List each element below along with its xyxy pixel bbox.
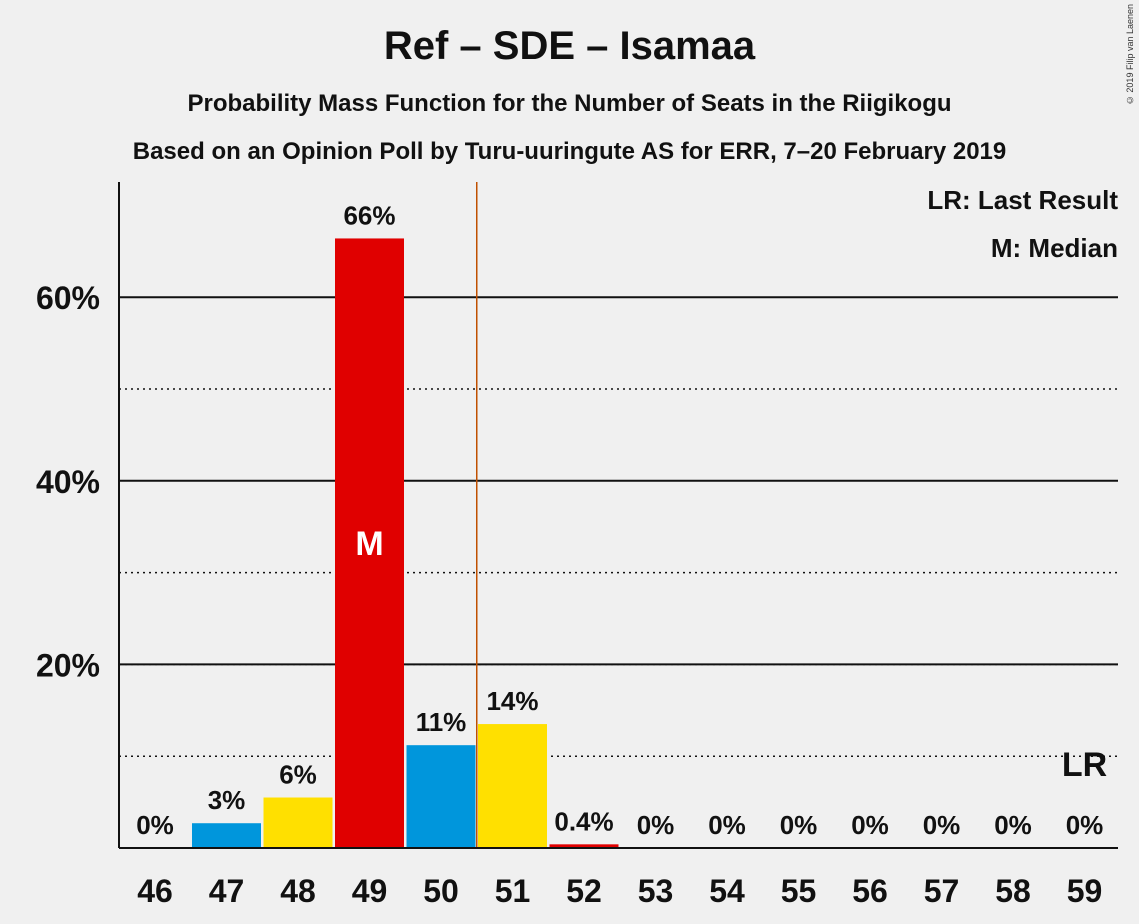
- data-label-53: 0%: [637, 810, 675, 840]
- x-tick-label: 59: [1067, 873, 1103, 909]
- data-label-52: 0.4%: [554, 806, 613, 836]
- y-tick-label: 60%: [36, 280, 100, 316]
- x-tick-label: 50: [423, 873, 459, 909]
- data-label-54: 0%: [708, 810, 746, 840]
- x-tick-label: 52: [566, 873, 602, 909]
- y-tick-label: 20%: [36, 647, 100, 683]
- data-label-46: 0%: [136, 810, 174, 840]
- last-result-marker: LR: [1062, 746, 1107, 784]
- x-tick-label: 58: [995, 873, 1031, 909]
- gridlines: [119, 296, 1118, 757]
- data-label-56: 0%: [851, 810, 889, 840]
- x-tick-label: 57: [924, 873, 960, 909]
- data-label-51: 14%: [486, 686, 538, 716]
- median-marker: M: [355, 525, 383, 563]
- x-tick-label: 48: [280, 873, 316, 909]
- legend-last-result: LR: Last Result: [927, 185, 1118, 215]
- data-label-58: 0%: [994, 810, 1032, 840]
- data-label-47: 3%: [208, 785, 246, 815]
- x-tick-label: 46: [137, 873, 173, 909]
- data-label-48: 6%: [279, 760, 317, 790]
- data-label-55: 0%: [780, 810, 818, 840]
- x-tick-label: 53: [638, 873, 674, 909]
- data-label-59: 0%: [1066, 810, 1104, 840]
- chart-title: Ref – SDE – Isamaa: [383, 24, 756, 68]
- bar-50: [406, 745, 476, 848]
- data-label-50: 11%: [416, 707, 467, 737]
- x-tick-label: 49: [352, 873, 388, 909]
- data-label-57: 0%: [923, 810, 961, 840]
- bar-47: [192, 823, 261, 848]
- legend-median: M: Median: [991, 233, 1118, 263]
- x-tick-label: 51: [495, 873, 531, 909]
- x-tick-label: 54: [709, 873, 745, 909]
- x-tick-label: 55: [781, 873, 817, 909]
- y-tick-label: 40%: [36, 464, 100, 500]
- bar-48: [263, 797, 333, 848]
- chart-subtitle: Probability Mass Function for the Number…: [187, 90, 952, 117]
- bar-52: [549, 844, 619, 848]
- x-tick-label: 47: [209, 873, 245, 909]
- bar-51: [478, 724, 547, 848]
- bars: [192, 238, 619, 848]
- data-label-49: 66%: [343, 200, 395, 230]
- x-tick-label: 56: [852, 873, 888, 909]
- bar-49: [335, 238, 404, 848]
- chart-source: Based on an Opinion Poll by Turu-uuringu…: [132, 138, 1007, 165]
- axes: 20% 40% 60% 46 47 48 49 50 51 52 53 54 55 56 57 58 59: [36, 182, 1118, 909]
- data-labels: 0% 3% 6% 66% 11% 14% 0.4% 0% 0% 0% 0% 0% 0% 0% M LR: [136, 200, 1107, 840]
